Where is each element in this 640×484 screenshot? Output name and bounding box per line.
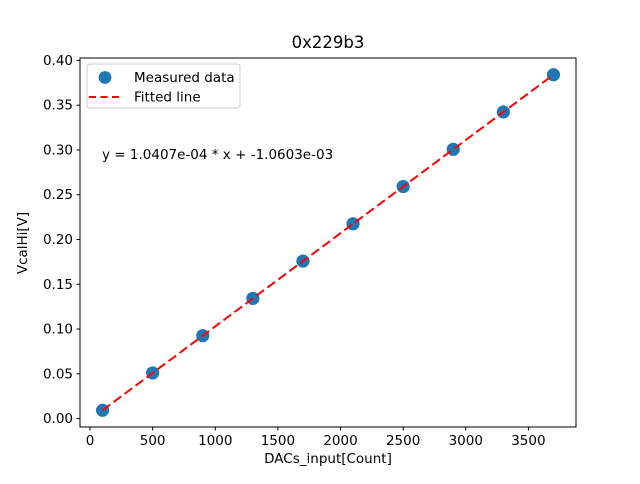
- plot-title: 0x229b3: [292, 33, 365, 52]
- legend-box: [86, 63, 241, 109]
- y-axis-label: VcalHi[V]: [15, 212, 31, 274]
- tick-layer: 0 500 1000 1500 2000 2500 3000 3500 0.00 0.05 0.10…: [43, 53, 546, 449]
- y-tick-label: 0.35: [43, 98, 73, 114]
- x-tick-label: 1000: [198, 433, 232, 449]
- fitted-line: [101, 73, 555, 412]
- y-tick-label: 0.20: [43, 232, 73, 248]
- x-axis-label: DACs_input[Count]: [264, 451, 392, 467]
- x-tick-label: 3500: [511, 433, 545, 449]
- y-tick-label: 0.25: [43, 187, 73, 203]
- legend-label-fitted-line: Fitted line: [134, 90, 201, 106]
- y-tick-label: 0.40: [43, 53, 73, 69]
- y-tick-label: 0.30: [43, 142, 73, 158]
- y-tick-label: 0.00: [43, 411, 73, 427]
- line-layer: [101, 73, 555, 412]
- axes-frame: [79, 57, 577, 428]
- x-tick-label: 3000: [449, 433, 483, 449]
- x-tick-label: 500: [140, 433, 166, 449]
- y-tick-label: 0.15: [43, 277, 73, 293]
- scatter-marker-icon: [98, 71, 112, 84]
- y-tick-label: 0.10: [43, 322, 73, 338]
- x-tick-label: 0: [86, 433, 95, 449]
- fit-equation-annotation: y = 1.0407e-04 * x + -1.0603e-03: [102, 147, 333, 163]
- legend: Measured data Fitted line: [86, 63, 241, 109]
- x-tick-label: 2000: [323, 433, 357, 449]
- x-tick-label: 2500: [386, 433, 420, 449]
- legend-label-measured-data: Measured data: [134, 70, 235, 86]
- x-tick-label: 1500: [261, 433, 295, 449]
- y-tick-label: 0.05: [43, 366, 73, 382]
